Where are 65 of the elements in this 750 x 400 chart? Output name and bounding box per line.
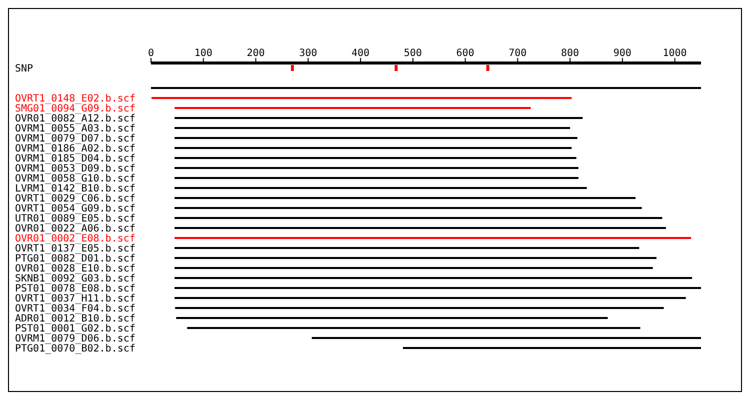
y-tick-label: ADR01_0012_B10.b.scf: [15, 314, 136, 324]
y-tick-label: PST01_0001_G02.b.scf: [15, 324, 136, 334]
x-tick-label: 600: [456, 48, 474, 59]
bar: [174, 157, 576, 159]
bar: [174, 107, 531, 109]
bar: [174, 137, 578, 139]
bar: [174, 227, 666, 229]
x-tick-label: 700: [508, 48, 527, 59]
bar: [174, 267, 653, 269]
y-tick-label: OVRM1_0058_G10.b.scf: [15, 174, 136, 184]
y-tick-label: OVRM1_0079_D07.b.scf: [15, 134, 136, 144]
y-tick-label: PTG01_0070_B02.b.scf: [15, 344, 136, 354]
bar: [174, 207, 642, 209]
bar: [174, 147, 572, 149]
y-tick-label: SMG01_0094_G09.b.scf: [15, 104, 136, 114]
bar: [174, 127, 570, 129]
y-tick-label: OVRM1_0185_D04.b.scf: [15, 154, 136, 164]
y-tick-label: PST01_0078_E08.b.scf: [15, 284, 136, 294]
y-tick-label: SNP: [15, 64, 34, 74]
bar: [174, 257, 656, 259]
y-tick-label: OVRT1_0054_G09.b.scf: [15, 204, 136, 214]
y-tick-label: OVRT1_0148_E02.b.scf: [15, 94, 136, 104]
bar: [176, 317, 608, 319]
y-tick-label: LVRM1_0142_B10.b.scf: [15, 184, 136, 194]
bar: [174, 297, 686, 299]
bar: [174, 217, 662, 219]
bar: [174, 237, 692, 239]
x-tick-label: 900: [613, 48, 632, 59]
x-tick-label: 500: [404, 48, 422, 59]
x-tick-label: 400: [351, 48, 370, 59]
x-tick-label: 1000: [662, 48, 687, 59]
y-tick-label: PTG01_0082_D01.b.scf: [15, 254, 136, 264]
y-tick-label: SKNB1_0092_G03.b.scf: [15, 274, 136, 284]
bar: [174, 197, 636, 199]
bar: [174, 167, 578, 169]
bar: [152, 97, 572, 99]
bar: [174, 247, 640, 249]
bar: [151, 87, 701, 89]
x-tick-label: 200: [246, 48, 265, 59]
bar: [402, 347, 701, 349]
x-tick-label: 0: [148, 48, 154, 59]
bar: [174, 177, 578, 179]
y-tick-label: OVRT1_0034_F04.b.scf: [15, 304, 136, 314]
y-tick-label: OVRM1_0055_A03.b.scf: [15, 124, 136, 134]
bar: [175, 307, 664, 309]
y-tick-label: OVR01_0082_A12.b.scf: [15, 114, 136, 124]
y-tick-label: OVRM1_0053_D09.b.scf: [15, 164, 136, 174]
y-tick-label: OVRT1_0037_H11.b.scf: [15, 294, 136, 304]
x-tick-label: 800: [561, 48, 580, 59]
y-tick-label: OVR01_0028_E10.b.scf: [15, 264, 136, 274]
bar: [187, 327, 640, 329]
x-tick-label: 300: [299, 48, 318, 59]
bar: [174, 277, 692, 279]
y-tick-label: OVRT1_0137_E05.b.scf: [15, 244, 136, 254]
y-tick-label: OVRM1_0186_A02.b.scf: [15, 144, 136, 154]
bar: [174, 187, 587, 189]
bar: [174, 287, 701, 289]
bar: [174, 117, 583, 119]
y-tick-label: UTR01_0089_E05.b.scf: [15, 214, 136, 224]
y-tick-label: OVR01_0002_E08.b.scf: [15, 234, 136, 244]
y-tick-label: OVRT1_0029_C06.b.scf: [15, 194, 136, 204]
y-tick-label: OVRM1_0079_D06.b.scf: [15, 334, 136, 344]
x-tick-label: 100: [194, 48, 212, 59]
bar: [312, 337, 701, 339]
y-tick-label: OVR01_0022_A06.b.scf: [15, 224, 136, 234]
